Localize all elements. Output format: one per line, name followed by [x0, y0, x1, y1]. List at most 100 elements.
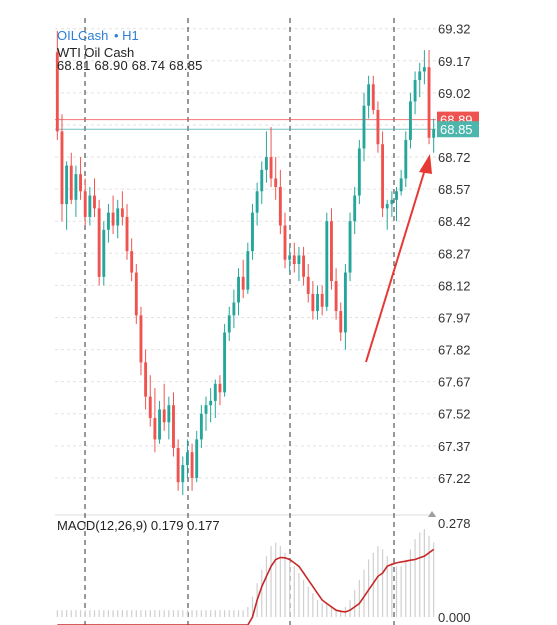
candle-body — [218, 383, 222, 393]
macd-tick-label: 0.000 — [438, 610, 471, 625]
price-tick-label: 68.57 — [438, 182, 471, 197]
candle-body — [422, 67, 426, 72]
price-tag-label: 68.85 — [440, 122, 473, 137]
macd-axis: 0.278 0.000 — [438, 516, 471, 625]
ohlc-values: 68.81 68.90 68.74 68.85 — [57, 58, 203, 73]
price-tick-label: 67.67 — [438, 375, 471, 390]
candle-body — [395, 191, 398, 200]
candle-body — [390, 199, 394, 205]
candle-body — [153, 418, 157, 440]
candle-body — [367, 84, 371, 106]
symbol-line[interactable]: OILCash • H1 — [57, 28, 139, 43]
candle-body — [167, 405, 171, 423]
candle-body — [311, 293, 315, 312]
candle-body — [371, 84, 375, 110]
candle-body — [283, 225, 287, 260]
candle-body — [116, 208, 120, 226]
candle-body — [148, 396, 152, 419]
macd-tick-label: 0.278 — [438, 516, 471, 531]
candle-body — [269, 157, 273, 179]
price-tick-label: 67.82 — [438, 343, 471, 358]
symbol-label[interactable]: OILCash — [57, 28, 109, 43]
price-tick-label: 68.42 — [438, 214, 471, 229]
candle-body — [306, 276, 310, 294]
session-separators — [84, 18, 395, 625]
price-tick-label: 67.97 — [438, 310, 471, 325]
candle-body — [274, 178, 278, 187]
candle-body — [399, 178, 403, 192]
candle-body — [102, 229, 106, 277]
candle-body — [176, 447, 180, 483]
annotation-arrow-line — [365, 165, 427, 363]
candle-body — [237, 276, 240, 303]
candle-body — [209, 400, 213, 406]
candle-body — [83, 191, 87, 217]
candle-body — [74, 174, 78, 200]
candle-body — [139, 315, 143, 363]
macd-panel — [56, 529, 435, 625]
price-tick-label: 68.12 — [438, 278, 471, 293]
candle-body — [413, 80, 417, 102]
candle-body — [125, 216, 129, 252]
candle-body — [432, 129, 436, 138]
candle-body — [111, 212, 115, 226]
candle-body — [325, 221, 329, 307]
price-tick-label: 68.72 — [438, 150, 471, 165]
candle-body — [427, 67, 431, 138]
candle-body — [376, 109, 380, 145]
candle-body — [227, 315, 231, 333]
candle-body — [162, 409, 166, 423]
candle-body — [55, 52, 59, 132]
candle-body — [97, 208, 101, 277]
candle-body — [362, 105, 366, 149]
candle-body — [93, 195, 96, 209]
candle-body — [385, 204, 389, 209]
collapse-triangle-icon — [428, 511, 436, 517]
candle-body — [251, 212, 254, 252]
candle-body — [292, 255, 296, 264]
instrument-name: WTI Oil Cash — [57, 45, 135, 60]
price-tag — [437, 121, 479, 138]
candle-body — [297, 255, 301, 264]
candles — [55, 30, 436, 496]
candle-body — [181, 465, 185, 483]
candle-body — [418, 71, 422, 81]
candle-body — [255, 191, 259, 213]
candle-body — [246, 251, 250, 290]
candle-body — [404, 139, 408, 179]
candle-body — [69, 165, 73, 200]
timeframe-label[interactable]: • H1 — [113, 28, 139, 43]
price-axis[interactable]: 69.3269.1769.0268.8768.7268.5768.4268.27… — [438, 22, 471, 486]
candle-body — [278, 186, 282, 226]
candle-body — [195, 439, 199, 478]
candle-body — [158, 409, 161, 440]
candle-body — [353, 195, 357, 222]
candle-body — [409, 101, 412, 140]
candle-body — [232, 302, 236, 316]
price-tick-label: 69.17 — [438, 54, 471, 69]
candle-body — [339, 311, 343, 333]
macd-label: MACD(12,26,9) 0.179 0.177 — [57, 518, 220, 533]
candle-body — [288, 255, 292, 260]
candle-body — [190, 452, 194, 478]
candle-body — [199, 413, 203, 440]
candle-body — [316, 293, 319, 312]
candle-body — [144, 362, 148, 397]
price-tick-label: 68.27 — [438, 246, 471, 261]
candle-body — [241, 276, 245, 290]
candle-body — [134, 272, 138, 316]
candle-body — [302, 255, 306, 277]
candle-body — [330, 221, 333, 282]
candle-body — [130, 251, 134, 273]
candle-body — [357, 148, 361, 196]
price-lines — [55, 119, 436, 130]
candle-body — [264, 157, 268, 170]
candle-body — [120, 208, 124, 217]
candle-body — [343, 272, 347, 333]
price-tick-label: 67.37 — [438, 439, 471, 454]
candle-body — [348, 221, 352, 273]
macd-signal-line — [57, 548, 435, 625]
candle-body — [260, 169, 264, 192]
candle-body — [60, 131, 64, 205]
